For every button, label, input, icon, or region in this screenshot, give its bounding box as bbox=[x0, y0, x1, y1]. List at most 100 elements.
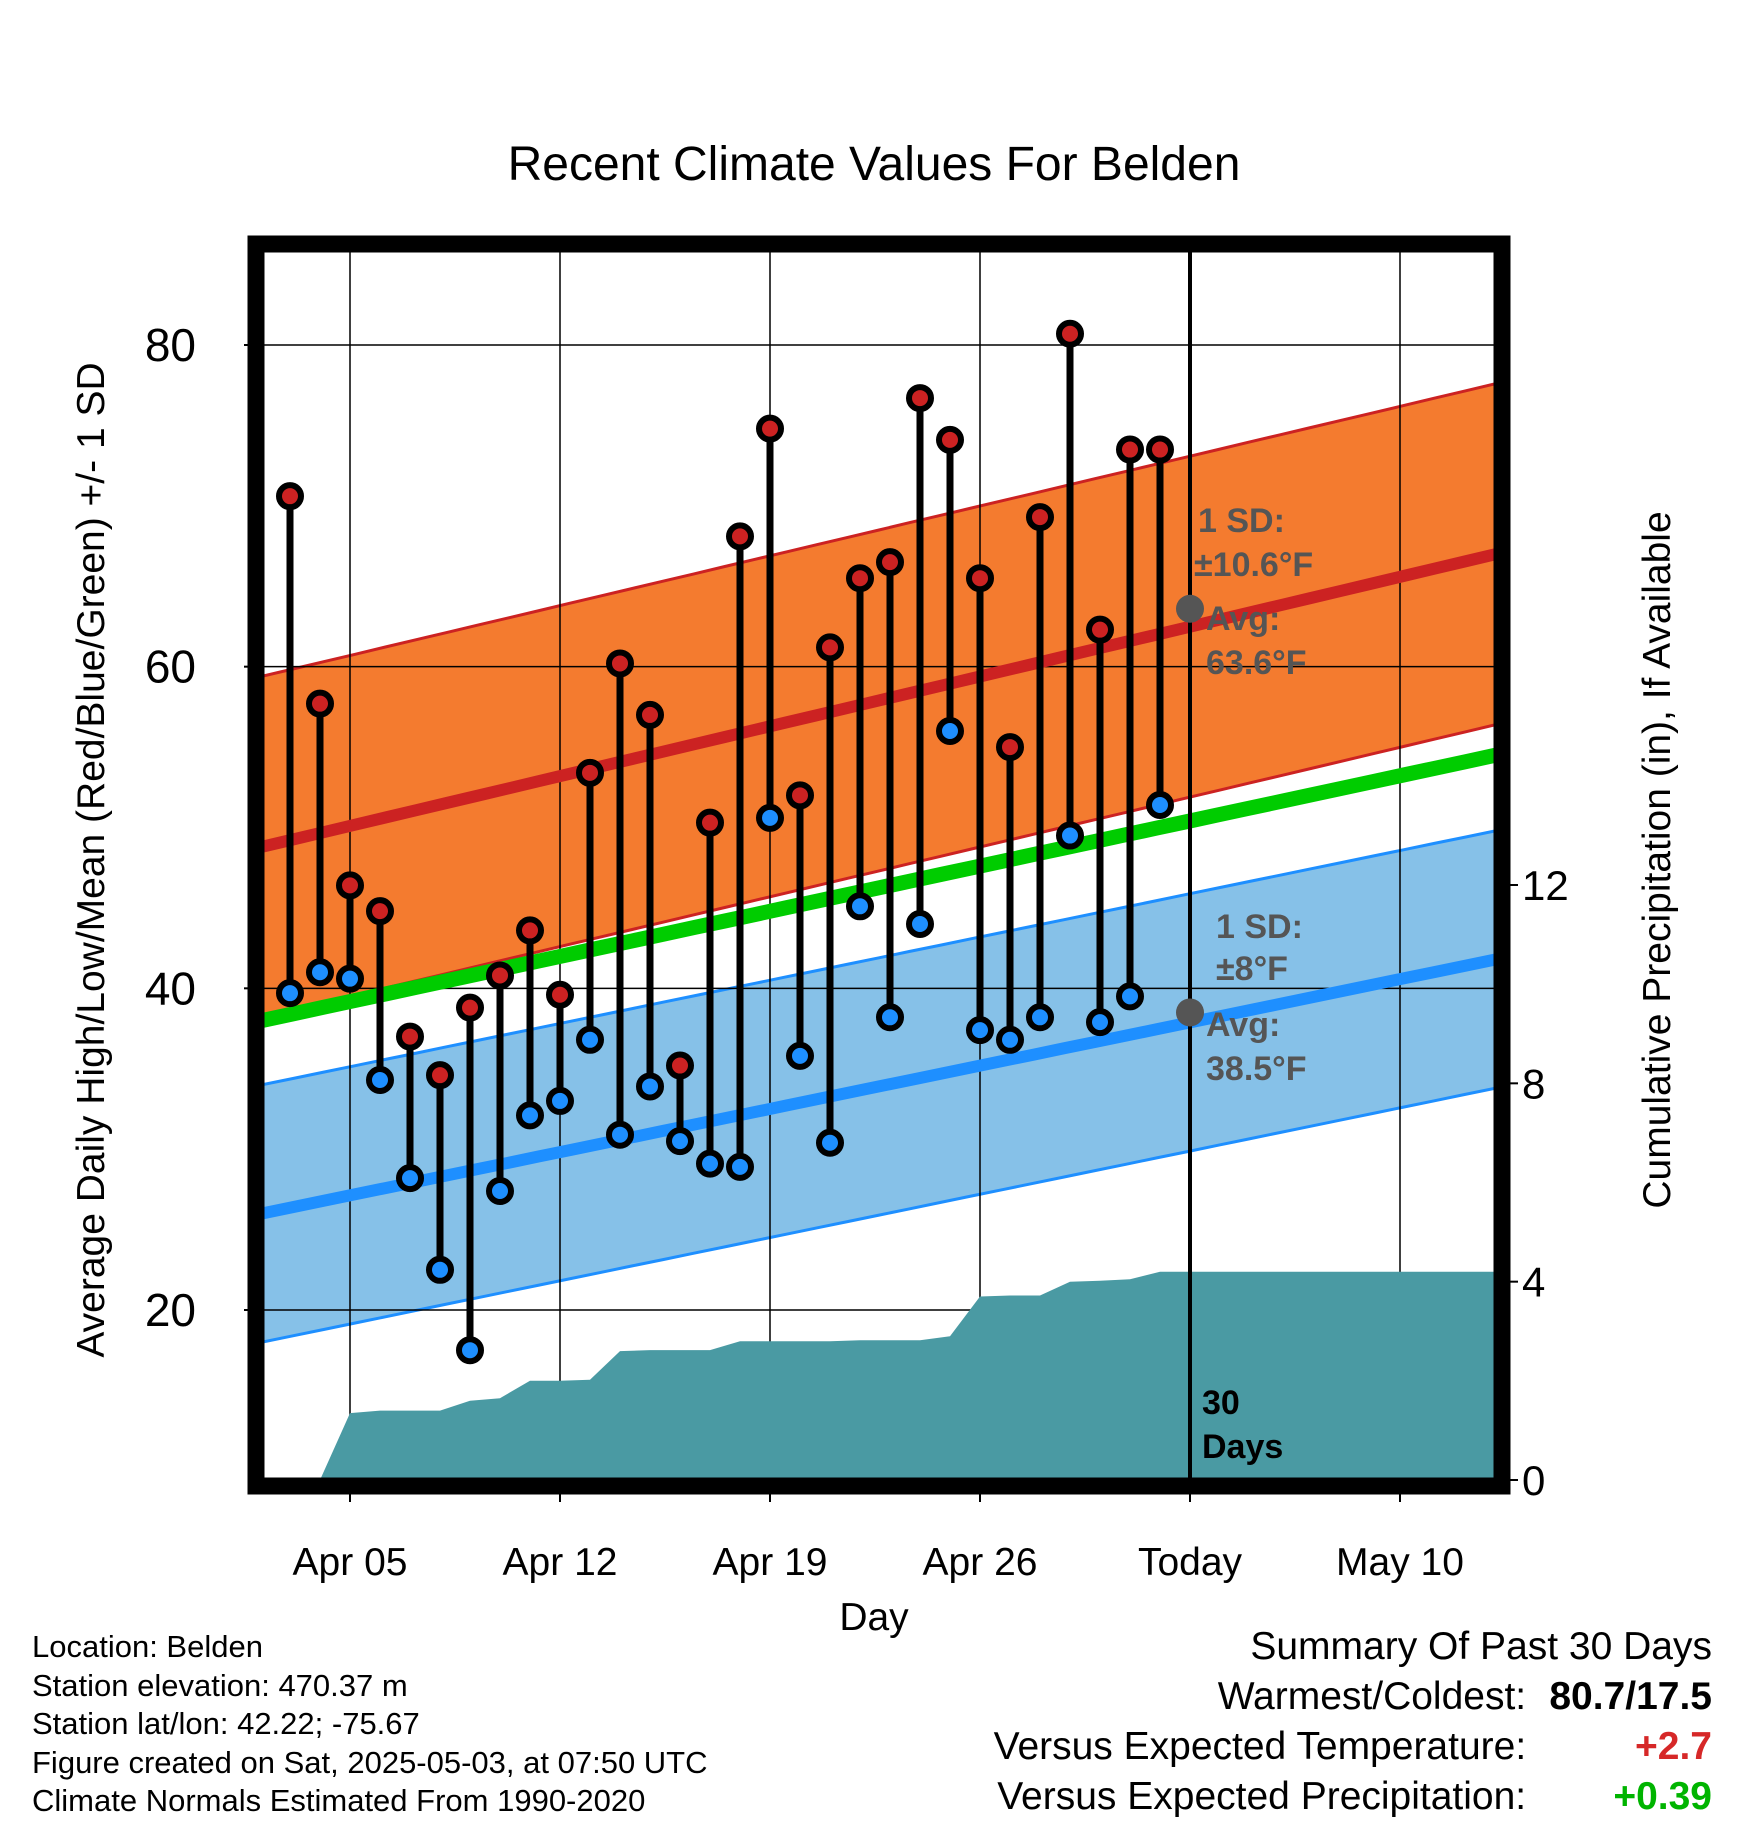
daily-high-point bbox=[366, 897, 394, 926]
daily-low-point bbox=[876, 1003, 904, 1032]
daily-low-point bbox=[816, 1128, 844, 1157]
daily-high-point bbox=[576, 758, 604, 787]
chart-title: Recent Climate Values For Belden bbox=[508, 138, 1241, 191]
x-tick-label: Apr 12 bbox=[503, 1541, 618, 1584]
daily-high-point bbox=[276, 482, 304, 511]
y2-tick-label: 4 bbox=[1522, 1259, 1545, 1306]
daily-high-point bbox=[966, 564, 994, 593]
daily-low-point bbox=[666, 1127, 694, 1156]
axes: 20 40 60 80 0 4 8 12 Apr 05 Apr 12 Apr 19 Apr 26 Tod… bbox=[145, 235, 1569, 1584]
summary-title: Summary Of Past 30 Days bbox=[1250, 1625, 1712, 1668]
daily-high-point bbox=[1026, 503, 1054, 532]
high-avg-value: 63.6°F bbox=[1206, 644, 1307, 682]
daily-high-point bbox=[936, 425, 964, 454]
daily-high-point bbox=[666, 1051, 694, 1080]
daily-low-point bbox=[336, 964, 364, 993]
daily-high-point bbox=[1056, 319, 1084, 348]
daily-low-point bbox=[486, 1176, 514, 1205]
daily-high-point bbox=[606, 649, 634, 678]
x-tick-label: Apr 19 bbox=[713, 1541, 828, 1584]
daily-low-point bbox=[1116, 982, 1144, 1011]
normal-high-line bbox=[262, 548, 1496, 853]
y-axis-label: Average Daily High/Low/Mean (Red/Blue/Gr… bbox=[70, 362, 113, 1357]
daily-high-point bbox=[306, 689, 334, 718]
summary-temp: Versus Expected Temperature: +2.7 bbox=[994, 1722, 1712, 1772]
daily-high-point bbox=[486, 961, 514, 990]
figure-created: Figure created on Sat, 2025-05-03, at 07… bbox=[32, 1744, 708, 1780]
y2-axis-label: Cumulative Precipitation (in), If Availa… bbox=[1636, 511, 1679, 1208]
plot-frame bbox=[247, 235, 1511, 1495]
plot-area: 1 SD: ±10.6°F Avg: 63.6°F 1 SD: ±8°F Avg: 38.5°… bbox=[262, 250, 1496, 1480]
daily-low-point bbox=[696, 1149, 724, 1178]
daily-high-point bbox=[516, 916, 544, 945]
station-location: Location: Belden bbox=[32, 1629, 263, 1664]
y-tick-label: 80 bbox=[145, 319, 196, 371]
daily-low-point bbox=[966, 1016, 994, 1045]
data-marks bbox=[276, 319, 1174, 1365]
low-avg-label: Avg: bbox=[1206, 1006, 1280, 1044]
daily-high-point bbox=[336, 871, 364, 900]
daily-low-point bbox=[606, 1120, 634, 1149]
daily-low-point bbox=[996, 1025, 1024, 1054]
today-avg-high-marker bbox=[1176, 594, 1204, 623]
x-tick-label: Apr 26 bbox=[923, 1541, 1038, 1584]
daily-low-point bbox=[546, 1086, 574, 1115]
y2-tick-label: 0 bbox=[1522, 1457, 1545, 1504]
summary-precip: Versus Expected Precipitation: +0.39 bbox=[994, 1772, 1712, 1822]
low-sd-value: ±8°F bbox=[1216, 950, 1288, 988]
daily-low-point bbox=[1086, 1008, 1114, 1037]
daily-high-point bbox=[396, 1022, 424, 1051]
precip-value: +0.39 bbox=[1613, 1775, 1712, 1818]
daily-low-point bbox=[456, 1336, 484, 1365]
daily-low-point bbox=[306, 958, 334, 987]
summary-panel: Summary Of Past 30 Days Warmest/Coldest:… bbox=[994, 1622, 1712, 1822]
high-sd-upper-edge bbox=[262, 382, 1496, 678]
daily-high-point bbox=[696, 808, 724, 837]
y-tick-label: 60 bbox=[145, 641, 196, 693]
temp-value: +2.7 bbox=[1635, 1725, 1712, 1768]
daily-low-point bbox=[1026, 1003, 1054, 1032]
daily-low-point bbox=[426, 1255, 454, 1284]
daily-low-point bbox=[1146, 790, 1174, 819]
high-avg-label: Avg: bbox=[1206, 600, 1280, 638]
station-elevation: Station elevation: 470.37 m bbox=[32, 1667, 408, 1703]
low-sd-label: 1 SD: bbox=[1216, 908, 1303, 946]
daily-low-point bbox=[396, 1164, 424, 1193]
daily-high-point bbox=[996, 733, 1024, 762]
station-latlon: Station lat/lon: 42.22; -75.67 bbox=[32, 1706, 420, 1741]
daily-high-point bbox=[636, 700, 664, 729]
daily-high-point bbox=[756, 414, 784, 443]
daily-low-point bbox=[906, 910, 934, 938]
low-avg-value: 38.5°F bbox=[1206, 1050, 1307, 1088]
daily-high-point bbox=[426, 1061, 454, 1090]
climate-normals-note: Climate Normals Estimated From 1990-2020 bbox=[32, 1783, 646, 1818]
temp-label: Versus Expected Temperature: bbox=[993, 1725, 1527, 1768]
daily-low-point bbox=[1056, 821, 1084, 850]
high-sd-lower-edge bbox=[262, 723, 1496, 1019]
daily-low-point bbox=[756, 803, 784, 832]
y-tick-label: 20 bbox=[145, 1284, 196, 1336]
daily-high-point bbox=[1116, 435, 1144, 464]
daily-high-point bbox=[1086, 615, 1114, 644]
daily-low-point bbox=[276, 979, 304, 1008]
daily-low-point bbox=[366, 1066, 394, 1095]
daily-high-point bbox=[546, 980, 574, 1009]
daily-low-point bbox=[576, 1025, 604, 1054]
daily-high-point bbox=[726, 522, 754, 551]
y-tick-label: 40 bbox=[145, 962, 196, 1014]
daily-low-point bbox=[786, 1041, 814, 1070]
x-axis-label: Day bbox=[839, 1596, 909, 1639]
today-avg-low-marker bbox=[1176, 998, 1204, 1027]
window-days-number: 30 bbox=[1202, 1384, 1240, 1422]
summary-warm-cold: Warmest/Coldest: 80.7/17.5 bbox=[994, 1672, 1712, 1722]
cumulative-precip-area bbox=[290, 1271, 1496, 1480]
daily-high-point bbox=[876, 548, 904, 577]
warm-cold-label: Warmest/Coldest: bbox=[1217, 1675, 1527, 1718]
normal-mean-line bbox=[262, 747, 1496, 1028]
x-tick-label: Today bbox=[1138, 1541, 1243, 1584]
daily-high-point bbox=[846, 564, 874, 593]
daily-high-point bbox=[786, 781, 814, 810]
high-sd-value: ±10.6°F bbox=[1194, 546, 1313, 584]
daily-low-point bbox=[846, 892, 874, 921]
